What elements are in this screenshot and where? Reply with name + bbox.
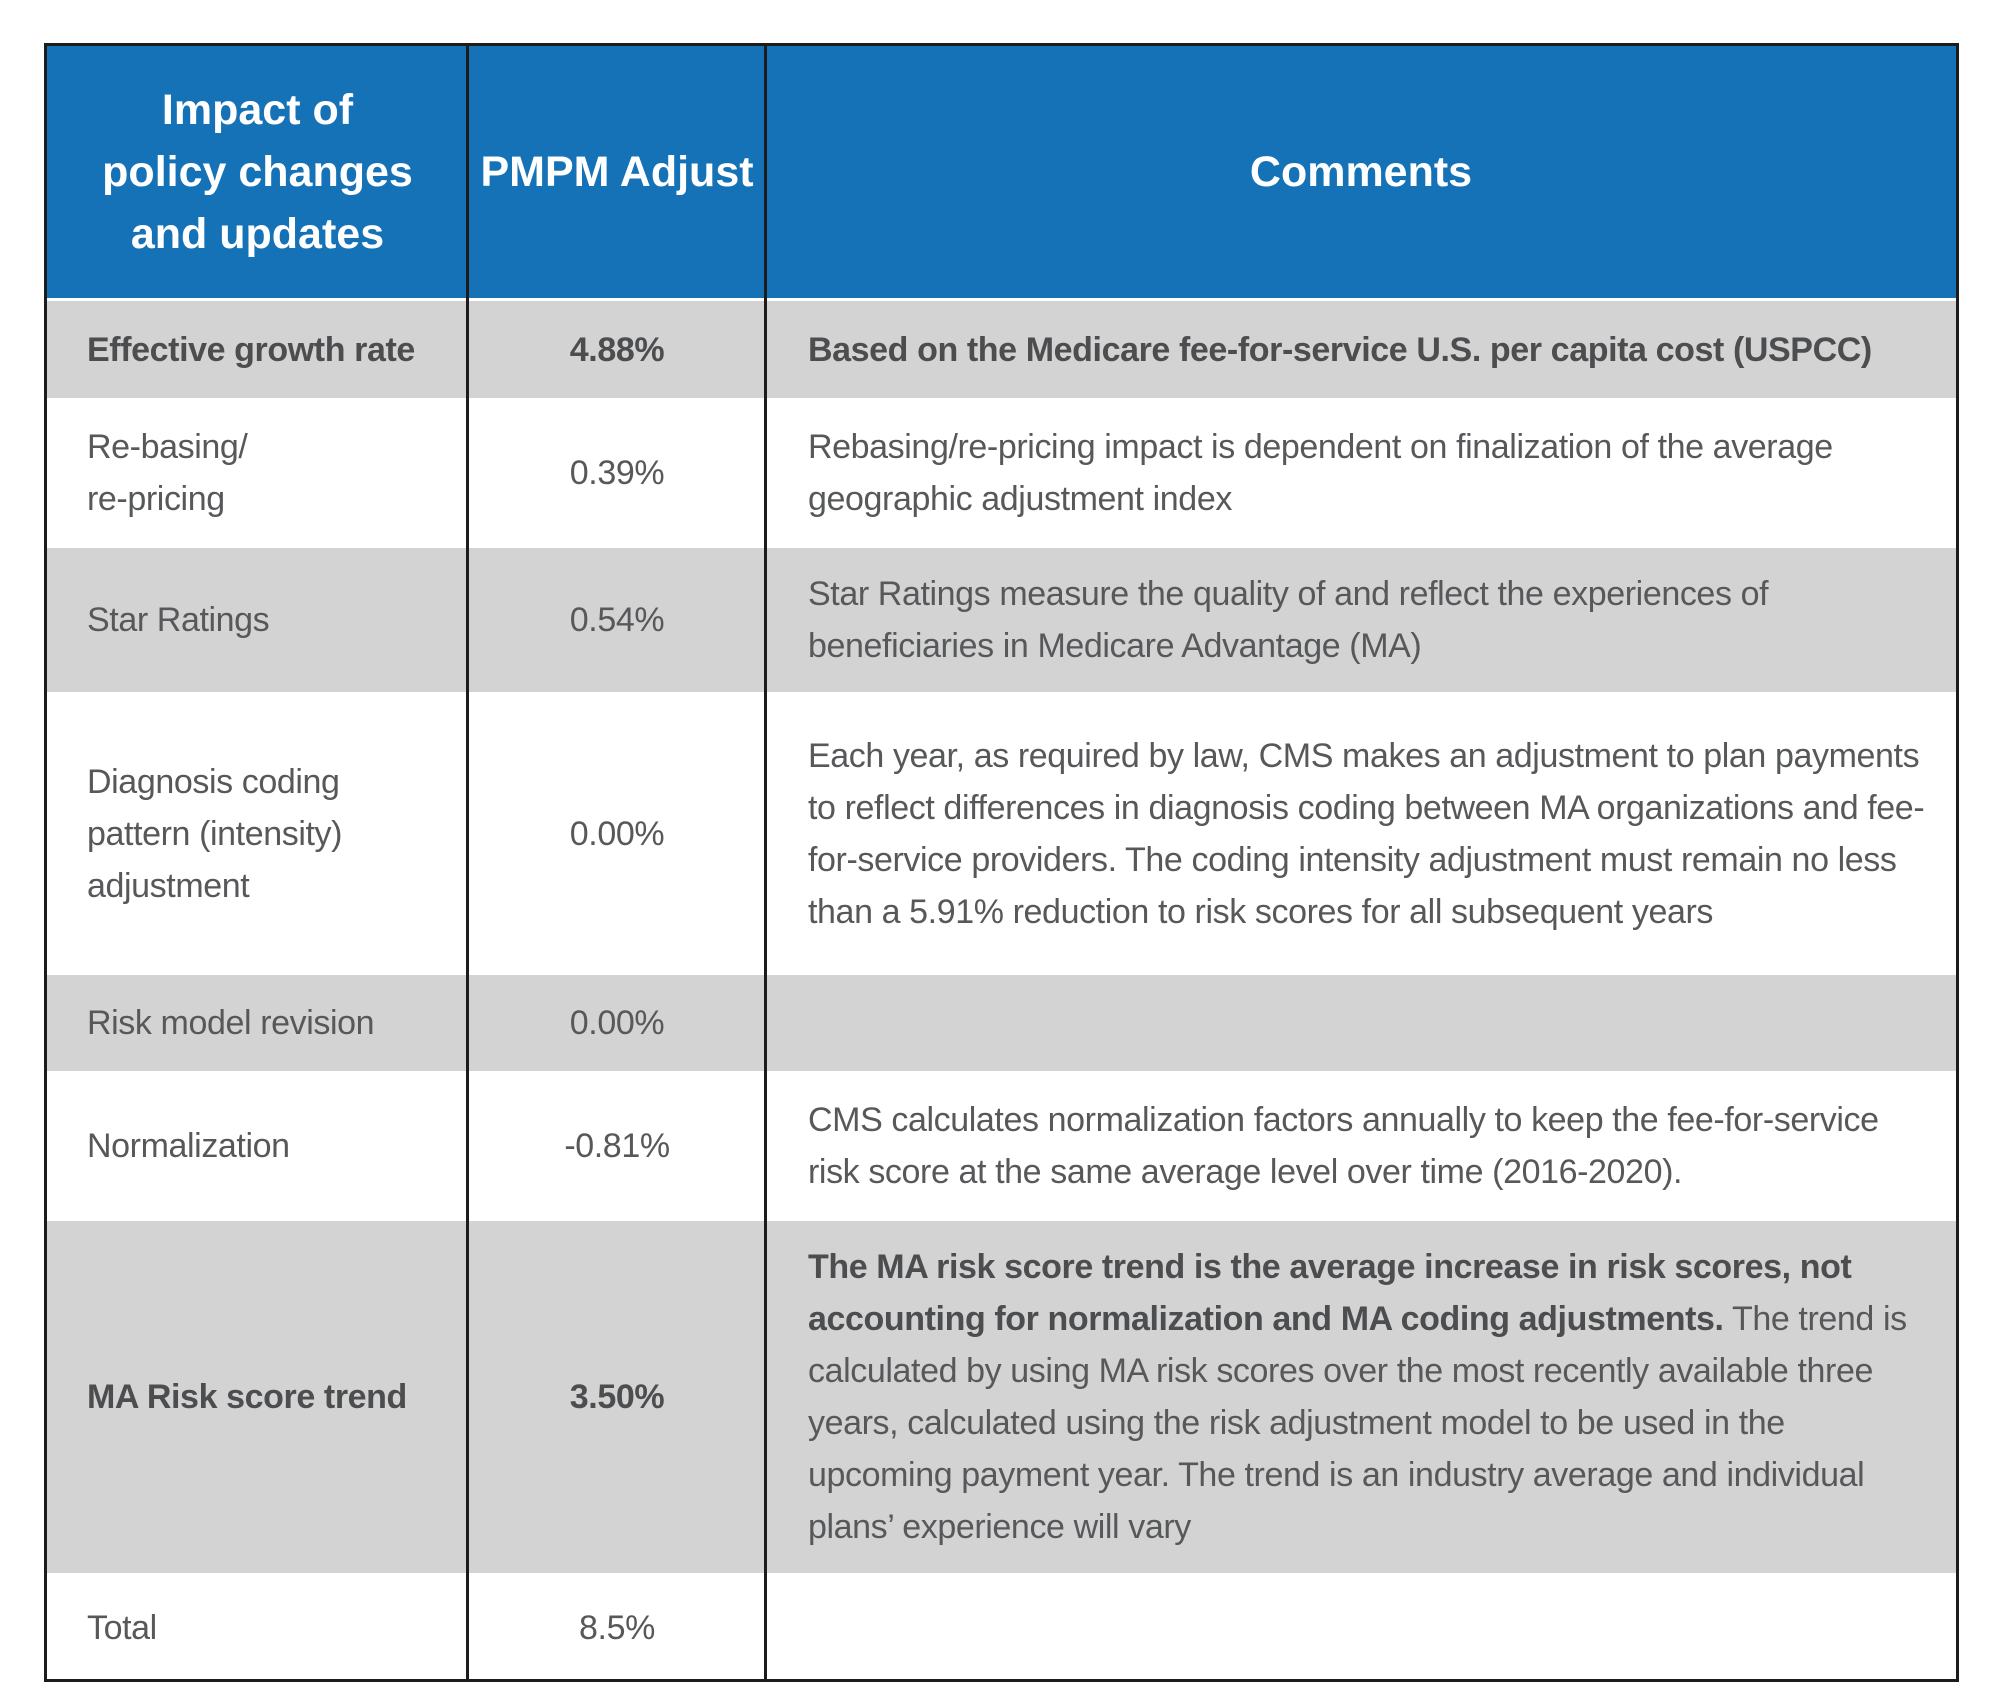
pmpm-value: 4.88% — [468, 301, 766, 398]
row-label: Effective growth rate — [47, 301, 468, 398]
table-row-ma-risk-score-trend: MA Risk score trend 3.50% The MA risk sc… — [47, 1218, 1956, 1573]
policy-impact-table: Impact of policy changes and updates PMP… — [44, 43, 1959, 1682]
row-label: Total — [47, 1576, 468, 1679]
pmpm-value: 8.5% — [468, 1576, 766, 1679]
header-cell-comments: Comments — [766, 46, 1956, 298]
comment-cell — [766, 1576, 1956, 1679]
pmpm-value: 0.00% — [468, 695, 766, 972]
table-row-star-ratings: Star Ratings 0.54% Star Ratings measure … — [47, 545, 1956, 692]
column-divider-1 — [466, 46, 469, 1679]
table-row-total: Total 8.5% — [47, 1573, 1956, 1679]
table-row-risk-model-revision: Risk model revision 0.00% — [47, 972, 1956, 1071]
pmpm-value: 0.00% — [468, 975, 766, 1071]
header-row: Impact of policy changes and updates PMP… — [47, 46, 1956, 298]
comment-cell: Each year, as required by law, CMS makes… — [766, 695, 1956, 972]
pmpm-value: 0.39% — [468, 401, 766, 545]
comment-text: Based on the Medicare fee-for-service U.… — [808, 330, 1872, 369]
table-row-diagnosis-coding: Diagnosis coding pattern (intensity) adj… — [47, 692, 1956, 972]
row-label: Diagnosis coding pattern (intensity) adj… — [47, 695, 468, 972]
pmpm-value: -0.81% — [468, 1074, 766, 1218]
comment-text: CMS calculates normalization factors ann… — [808, 1101, 1879, 1191]
header-cell-impact: Impact of policy changes and updates — [47, 46, 468, 298]
row-label: Star Ratings — [47, 548, 468, 692]
table-row-effective-growth-rate: Effective growth rate 4.88% Based on the… — [47, 298, 1956, 398]
table-row-rebasing-repricing: Re-basing/ re-pricing 0.39% Rebasing/re-… — [47, 398, 1956, 545]
column-divider-2 — [764, 46, 767, 1679]
comment-rest-text: The trend is calculated by using MA risk… — [808, 1300, 1907, 1546]
row-label: Re-basing/ re-pricing — [47, 401, 468, 545]
pmpm-value: 3.50% — [468, 1221, 766, 1573]
row-label: Normalization — [47, 1074, 468, 1218]
comment-cell: Rebasing/re-pricing impact is dependent … — [766, 401, 1956, 545]
comment-cell: CMS calculates normalization factors ann… — [766, 1074, 1956, 1218]
comment-cell: The MA risk score trend is the average i… — [766, 1221, 1956, 1573]
table-row-normalization: Normalization -0.81% CMS calculates norm… — [47, 1071, 1956, 1218]
pmpm-value: 0.54% — [468, 548, 766, 692]
comment-text: Rebasing/re-pricing impact is dependent … — [808, 428, 1833, 518]
comment-cell — [766, 975, 1956, 1071]
header-cell-pmpm: PMPM Adjust — [468, 46, 766, 298]
comment-cell: Based on the Medicare fee-for-service U.… — [766, 301, 1956, 398]
row-label: MA Risk score trend — [47, 1221, 468, 1573]
comment-cell: Star Ratings measure the quality of and … — [766, 548, 1956, 692]
row-label: Risk model revision — [47, 975, 468, 1071]
comment-text: The MA risk score trend is the average i… — [808, 1241, 1938, 1553]
comment-text: Each year, as required by law, CMS makes… — [808, 736, 1925, 931]
comment-bold-text: The MA risk score trend is the average i… — [808, 1248, 1852, 1338]
comment-text: Star Ratings measure the quality of and … — [808, 575, 1769, 665]
